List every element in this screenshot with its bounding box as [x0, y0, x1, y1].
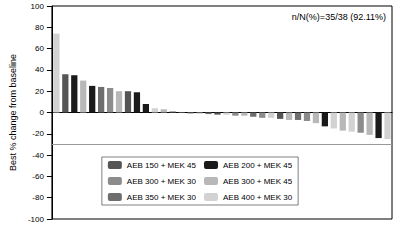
svg-text:80: 80 — [35, 23, 44, 32]
svg-text:AEB 300 + MEK 45: AEB 300 + MEK 45 — [223, 177, 293, 186]
svg-text:60: 60 — [35, 44, 44, 53]
svg-text:100: 100 — [31, 2, 45, 11]
svg-text:AEB 200 + MEK 45: AEB 200 + MEK 45 — [223, 161, 293, 170]
svg-text:AEB 300 + MEK 30: AEB 300 + MEK 30 — [127, 177, 197, 186]
svg-text:-40: -40 — [32, 151, 44, 160]
svg-text:-100: -100 — [28, 215, 45, 224]
svg-text:-60: -60 — [32, 172, 44, 181]
svg-text:n/N(%)=35/38 (92.11%): n/N(%)=35/38 (92.11%) — [292, 12, 386, 22]
svg-text:20: 20 — [35, 87, 44, 96]
svg-text:-80: -80 — [32, 193, 44, 202]
svg-text:-20: -20 — [32, 129, 44, 138]
svg-text:AEB 350 + MEK 30: AEB 350 + MEK 30 — [127, 193, 197, 202]
svg-text:AEB 400 + MEK 30: AEB 400 + MEK 30 — [223, 193, 293, 202]
svg-text:AEB 150 + MEK 45: AEB 150 + MEK 45 — [127, 161, 197, 170]
svg-text:Best % change from baseline: Best % change from baseline — [8, 54, 18, 171]
svg-text:40: 40 — [35, 65, 44, 74]
svg-text:0: 0 — [39, 108, 44, 117]
